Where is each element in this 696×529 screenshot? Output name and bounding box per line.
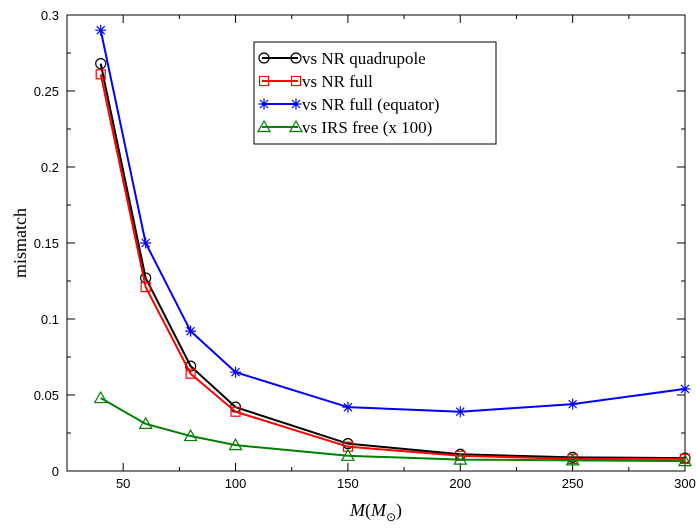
legend-marker xyxy=(256,119,272,133)
series-line xyxy=(100,397,686,463)
data-point xyxy=(677,453,693,467)
legend-marker xyxy=(258,52,270,64)
data-point xyxy=(140,237,152,249)
y-tick-label: 0.05 xyxy=(34,388,59,403)
x-axis-label-main: M xyxy=(349,500,366,520)
legend-label: vs IRS free (x 100) xyxy=(302,118,432,137)
y-axis-label: mismatch xyxy=(10,208,30,278)
data-point xyxy=(95,58,107,70)
y-tick-label: 0.2 xyxy=(41,160,59,175)
legend-label: vs NR full xyxy=(302,72,373,91)
x-tick-label: 200 xyxy=(449,476,471,491)
legend-label: vs NR full (equator) xyxy=(302,95,439,114)
legend-marker xyxy=(290,75,302,87)
legend-label: vs NR quadrupole xyxy=(302,49,426,68)
legend-marker xyxy=(290,52,302,64)
y-tick-label: 0.25 xyxy=(34,84,59,99)
series-line xyxy=(99,63,686,460)
data-point xyxy=(567,398,579,410)
y-tick-label: 0.3 xyxy=(41,8,59,23)
series-star xyxy=(95,24,691,418)
data-point xyxy=(183,428,198,442)
data-point xyxy=(93,390,108,404)
series-line xyxy=(99,29,686,413)
data-point xyxy=(340,448,355,461)
legend-marker xyxy=(258,98,270,110)
x-tick-label: 300 xyxy=(674,476,696,491)
data-point xyxy=(228,437,243,451)
data-point xyxy=(140,281,151,293)
data-point xyxy=(95,24,107,36)
x-tick-label: 150 xyxy=(337,476,359,491)
x-axis-label-unit-sub: ⊙ xyxy=(386,510,396,524)
series-line xyxy=(99,74,685,460)
data-point xyxy=(185,325,197,337)
data-point xyxy=(138,416,153,429)
data-point xyxy=(454,406,466,418)
legend-marker xyxy=(288,119,304,133)
data-point xyxy=(342,401,354,413)
tick-layer: 50 100 150 200 250 300 0 0.05 0.1 0.15 0.2 0.25 0.3 xyxy=(34,8,696,491)
y-tick-label: 0.15 xyxy=(34,236,59,251)
y-tick-label: 0 xyxy=(52,464,59,479)
data-point xyxy=(565,453,580,466)
data-point xyxy=(230,406,241,417)
data-point xyxy=(185,368,196,379)
x-axis-label: M(M⊙) xyxy=(349,500,402,524)
x-axis-label-unit: M xyxy=(370,500,387,520)
x-tick-label: 250 xyxy=(562,476,584,491)
y-tick-label: 0.1 xyxy=(41,312,59,327)
data-point xyxy=(230,366,242,378)
series-layer xyxy=(93,24,693,467)
legend-marker xyxy=(290,98,302,110)
legend-marker xyxy=(258,75,270,87)
legend: vs NR quadrupole vs NR full vs NR full (eq… xyxy=(253,41,497,145)
data-point xyxy=(679,383,691,395)
data-point xyxy=(453,452,468,465)
series-triangle xyxy=(93,390,693,467)
x-tick-label: 100 xyxy=(225,476,247,491)
x-tick-label: 50 xyxy=(116,476,130,491)
data-point xyxy=(342,441,354,452)
data-point xyxy=(95,69,106,80)
